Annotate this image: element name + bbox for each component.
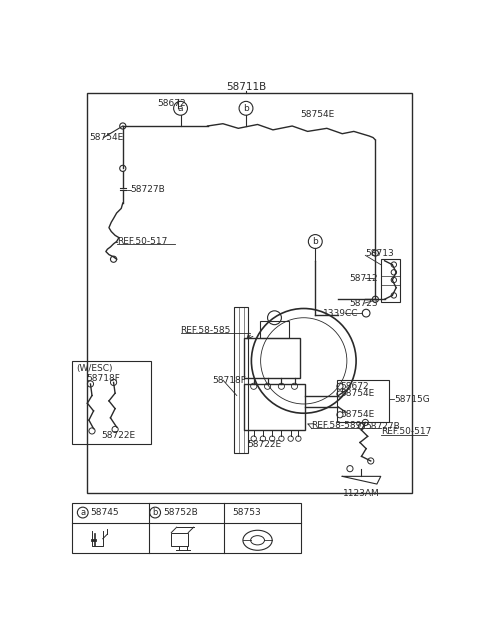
Bar <box>72 361 151 444</box>
Text: 58672: 58672 <box>340 382 369 391</box>
Bar <box>244 384 304 430</box>
Text: REF.50-517: REF.50-517 <box>381 427 431 436</box>
Bar <box>239 307 244 453</box>
Text: 58712: 58712 <box>349 274 378 283</box>
Text: 58723: 58723 <box>349 299 378 308</box>
Text: 58754E: 58754E <box>340 410 374 419</box>
Bar <box>234 307 248 453</box>
Text: 58752B: 58752B <box>163 508 198 517</box>
Text: 58722E: 58722E <box>248 439 282 449</box>
Text: REF.58-589: REF.58-589 <box>312 421 362 430</box>
Bar <box>86 93 411 493</box>
Text: a: a <box>178 104 183 113</box>
Text: 1123AM: 1123AM <box>343 489 380 498</box>
Bar <box>337 380 389 422</box>
Text: 58745: 58745 <box>90 508 119 517</box>
Text: 58754E: 58754E <box>340 389 374 398</box>
Text: 58672: 58672 <box>157 99 186 108</box>
Bar <box>171 532 188 546</box>
Bar <box>244 338 300 378</box>
Bar <box>381 260 400 301</box>
Text: 58718F: 58718F <box>86 374 120 383</box>
Text: 58722E: 58722E <box>101 431 135 440</box>
Text: REF.50-517: REF.50-517 <box>117 237 167 246</box>
Text: 58754E: 58754E <box>89 133 123 142</box>
Text: 58711B: 58711B <box>226 82 266 92</box>
Text: 58727B: 58727B <box>365 422 400 431</box>
Bar <box>72 503 301 553</box>
Text: b: b <box>312 237 318 246</box>
Bar <box>260 321 289 338</box>
Text: REF.58-585: REF.58-585 <box>180 325 231 335</box>
Text: 58727B: 58727B <box>131 185 165 194</box>
Text: 58753: 58753 <box>232 508 261 517</box>
Text: b: b <box>153 508 158 517</box>
Text: 58713: 58713 <box>365 249 394 258</box>
Text: 1339CC: 1339CC <box>323 309 359 318</box>
Text: 58715G: 58715G <box>394 395 430 404</box>
Text: 58754E: 58754E <box>300 110 334 119</box>
Text: a: a <box>80 508 85 517</box>
Text: (W/ESC): (W/ESC) <box>77 364 113 373</box>
Text: 58718F: 58718F <box>212 375 246 385</box>
Text: b: b <box>243 104 249 113</box>
